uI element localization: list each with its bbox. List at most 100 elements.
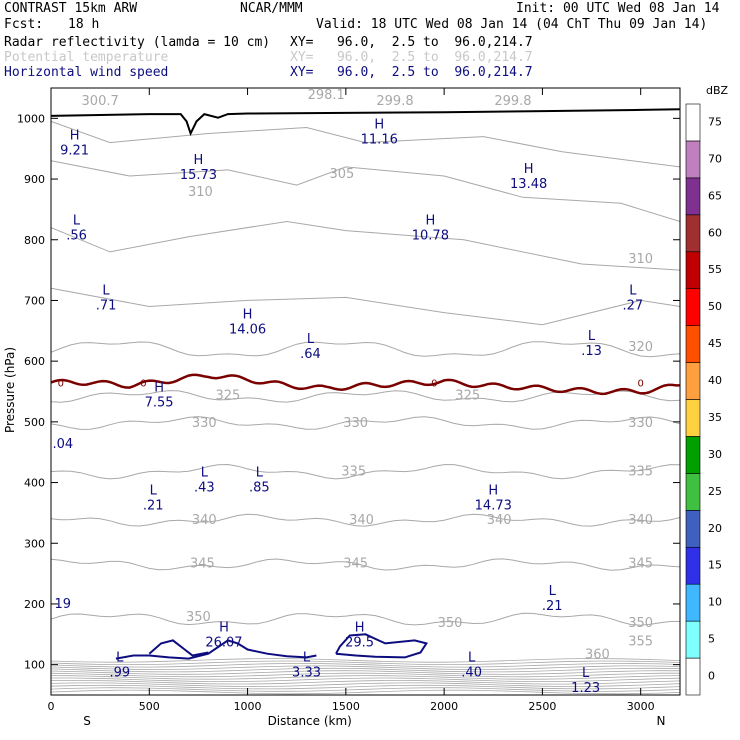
wind-extremum-value: 26.07 <box>205 635 242 650</box>
freezing-level-label: 0 <box>58 378 64 389</box>
y-axis-label: Pressure (hPa) <box>3 347 17 433</box>
field-theta-xy: XY= 96.0, 2.5 to 96.0,214.7 <box>290 50 533 65</box>
x-axis-label: Distance (km) <box>268 714 352 728</box>
isentrope <box>51 390 680 403</box>
x-tick-label: 2000 <box>430 700 458 713</box>
wind-extremum-value: .04 <box>52 437 73 452</box>
terrain-line <box>50 108 681 137</box>
isentrope <box>51 463 680 480</box>
field-reflectivity-xy: XY= 96.0, 2.5 to 96.0,214.7 <box>290 35 533 50</box>
isentrope <box>51 416 680 430</box>
colorbar-segment <box>685 510 701 548</box>
field-wind-xy: XY= 96.0, 2.5 to 96.0,214.7 <box>290 65 533 80</box>
wind-jet-contour <box>115 639 317 660</box>
theta-label: 325 <box>455 389 480 404</box>
x-tick-label: 0 <box>48 700 55 713</box>
colorbar-segment <box>685 140 701 179</box>
isentrope-upper <box>51 660 680 665</box>
y-tick-label: 700 <box>24 294 45 307</box>
wind-extremum-value: 14.73 <box>475 499 512 514</box>
field-wind-name: Horizontal wind speed <box>4 65 169 80</box>
colorbar-segment <box>685 177 701 216</box>
wind-extremum-letter: L <box>201 466 209 481</box>
wind-jet-contour <box>148 639 209 657</box>
wind-extremum-value: 7.55 <box>145 396 174 411</box>
colorbar-segment <box>685 103 701 142</box>
colorbar-segment <box>685 399 701 437</box>
colorbar-level-label: 20 <box>708 522 722 535</box>
wind-extremum-letter: L <box>307 332 315 347</box>
y-tick-label: 800 <box>24 234 45 247</box>
theta-label: 350 <box>438 616 463 631</box>
wind-extremum-value: 10.78 <box>412 229 449 244</box>
theta-label: 345 <box>343 557 368 572</box>
colorbar-level-label: 45 <box>708 337 722 350</box>
freezing-level-label: 0 <box>140 378 146 389</box>
theta-label: 350 <box>628 616 653 631</box>
model-title: CONTRAST 15km ARW <box>4 1 138 16</box>
wind-extremum-value: .27 <box>622 298 643 313</box>
freezing-level-label: 0 <box>431 378 437 389</box>
colorbar-segment <box>685 546 701 585</box>
x-tick-label: 1500 <box>332 700 360 713</box>
wind-extremum-value: .64 <box>300 347 321 362</box>
wind-extremum-letter: L <box>150 484 158 499</box>
wind-extremum-letter: H <box>70 129 80 144</box>
colorbar-level-label: 70 <box>708 152 722 165</box>
isentrope <box>51 513 680 527</box>
isentrope-upper <box>51 670 680 675</box>
theta-label: 305 <box>329 167 354 182</box>
colorbar-segment <box>685 583 701 622</box>
theta-label: 360 <box>585 648 610 663</box>
colorbar-level-label: 35 <box>708 411 722 424</box>
isentrope <box>51 341 680 358</box>
isentrope-upper <box>51 682 680 687</box>
wind-extremum-value: .71 <box>96 298 117 313</box>
wind-extremum-value: .43 <box>194 481 215 496</box>
wind-extremum-letter: L <box>102 283 110 298</box>
wind-extremum-letter: L <box>116 651 124 666</box>
colorbar-level-label: 15 <box>708 559 722 572</box>
wind-extremum-letter: H <box>194 153 204 168</box>
wind-extremum-value: 14.06 <box>229 323 266 338</box>
wind-extremum-value: 15.73 <box>180 168 217 183</box>
isentrope-upper <box>51 667 680 673</box>
wind-extremum-letter: H <box>219 620 229 635</box>
theta-label: 299.8 <box>376 94 413 109</box>
y-tick-label: 400 <box>24 477 45 490</box>
wind-extremum-letter: L <box>588 329 596 344</box>
wind-extremum-letter: H <box>425 214 435 229</box>
colorbar-level-label: 25 <box>708 485 722 498</box>
theta-label: 300.7 <box>82 94 119 109</box>
colorbar-level-label: 0 <box>708 670 715 683</box>
colorbar-level-label: 55 <box>708 263 722 276</box>
theta-label: 340 <box>628 513 653 528</box>
colorbar-unit-label: dBZ <box>706 84 729 97</box>
wind-extremum-value: .21 <box>143 499 164 514</box>
theta-label: 330 <box>628 416 653 431</box>
wind-extremum-value: 1.23 <box>571 681 600 696</box>
theta-label: 330 <box>343 416 368 431</box>
isentrope-lower <box>51 287 680 326</box>
isentrope-upper <box>51 658 680 663</box>
isentrope-lower <box>51 160 680 222</box>
y-tick-label: 1000 <box>17 112 45 125</box>
wind-extremum-value: 9.21 <box>60 144 89 159</box>
isentrope <box>51 612 680 626</box>
colorbar-segment <box>685 325 701 363</box>
wind-extremum-value: .99 <box>109 666 130 681</box>
theta-label: 320 <box>628 340 653 355</box>
wind-extremum-letter: L <box>468 651 476 666</box>
x-tick-label: 500 <box>139 700 160 713</box>
org-label: NCAR/MMM <box>240 1 303 16</box>
theta-label: 310 <box>628 252 653 267</box>
y-tick-label: 500 <box>24 416 45 429</box>
colorbar-level-label: 65 <box>708 189 722 202</box>
theta-label: 340 <box>192 513 217 528</box>
x-tick-label: 2500 <box>528 700 556 713</box>
wind-extremum-letter: H <box>488 484 498 499</box>
colorbar-level-label: 50 <box>708 300 722 313</box>
isentrope-upper <box>51 675 680 680</box>
x-end-label-north: N <box>657 714 666 728</box>
